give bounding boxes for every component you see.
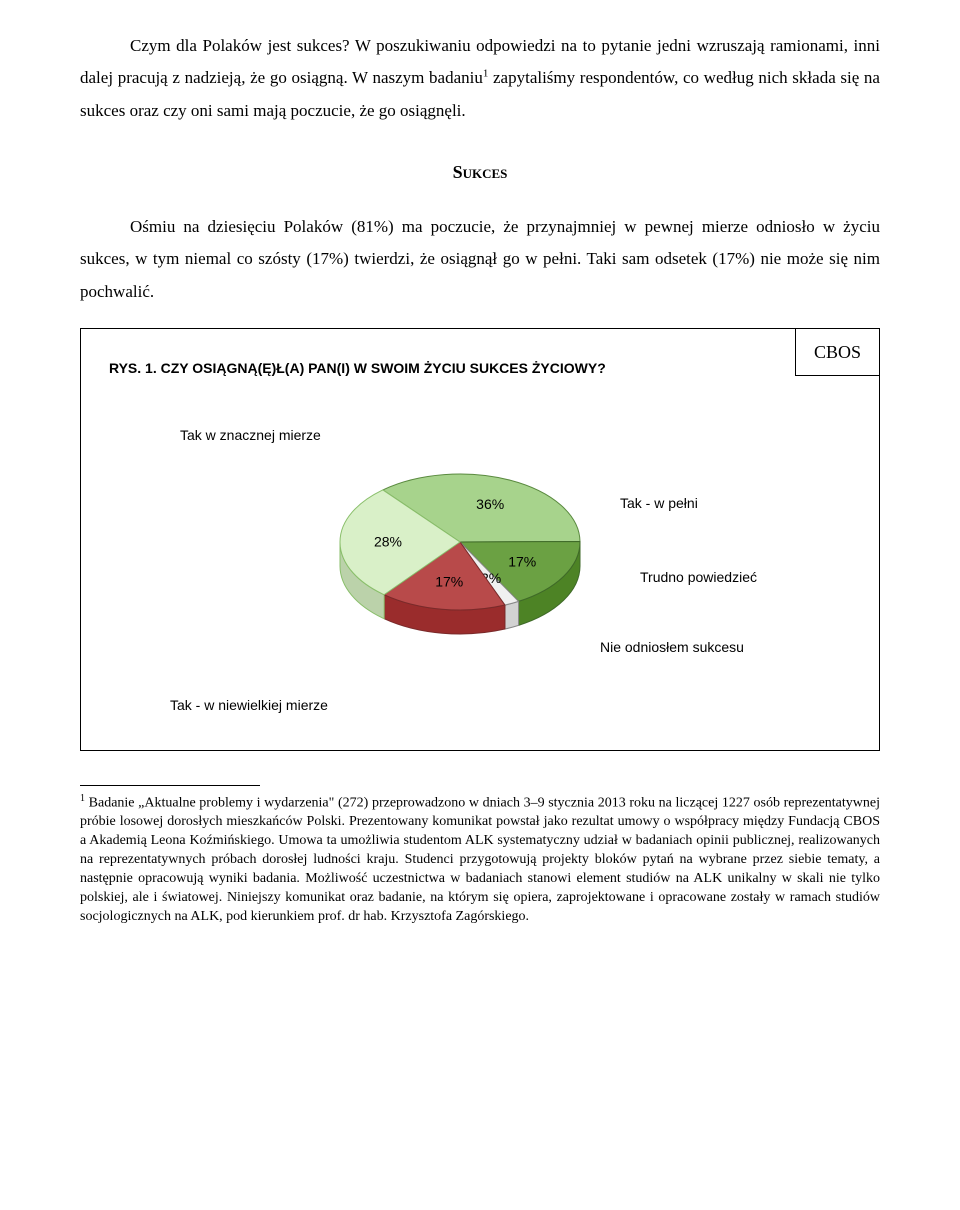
svg-text:36%: 36% — [476, 496, 504, 512]
label-tak-pelni: Tak - w pełni — [620, 490, 698, 517]
footnote-separator — [80, 785, 260, 786]
label-trudno: Trudno powiedzieć — [640, 564, 757, 591]
paragraph-body: Ośmiu na dziesięciu Polaków (81%) ma poc… — [80, 211, 880, 308]
label-tak-znacznej: Tak w znacznej mierze — [180, 422, 321, 449]
footnote: 1 Badanie „Aktualne problemy i wydarzeni… — [80, 792, 880, 927]
svg-text:28%: 28% — [374, 533, 402, 549]
chart-area: Tak w znacznej mierze Tak - w pełni Trud… — [160, 412, 800, 712]
pie-chart: 36%17%2%17%28% — [320, 452, 600, 652]
label-nie-odnioslem: Nie odniosłem sukcesu — [600, 634, 744, 661]
svg-text:17%: 17% — [508, 553, 536, 569]
paragraph-intro: Czym dla Polaków jest sukces? W poszukiw… — [80, 30, 880, 127]
svg-text:17%: 17% — [435, 573, 463, 589]
section-title: Sukces — [80, 155, 880, 189]
label-tak-niewielkiej: Tak - w niewielkiej mierze — [170, 692, 328, 719]
chart-container: CBOS RYS. 1. CZY OSIĄGNĄ(Ę)Ł(A) PAN(I) W… — [80, 328, 880, 751]
footnote-text: Badanie „Aktualne problemy i wydarzenia"… — [80, 795, 880, 923]
cbos-badge: CBOS — [795, 328, 880, 376]
chart-title: RYS. 1. CZY OSIĄGNĄ(Ę)Ł(A) PAN(I) W SWOI… — [109, 355, 851, 382]
